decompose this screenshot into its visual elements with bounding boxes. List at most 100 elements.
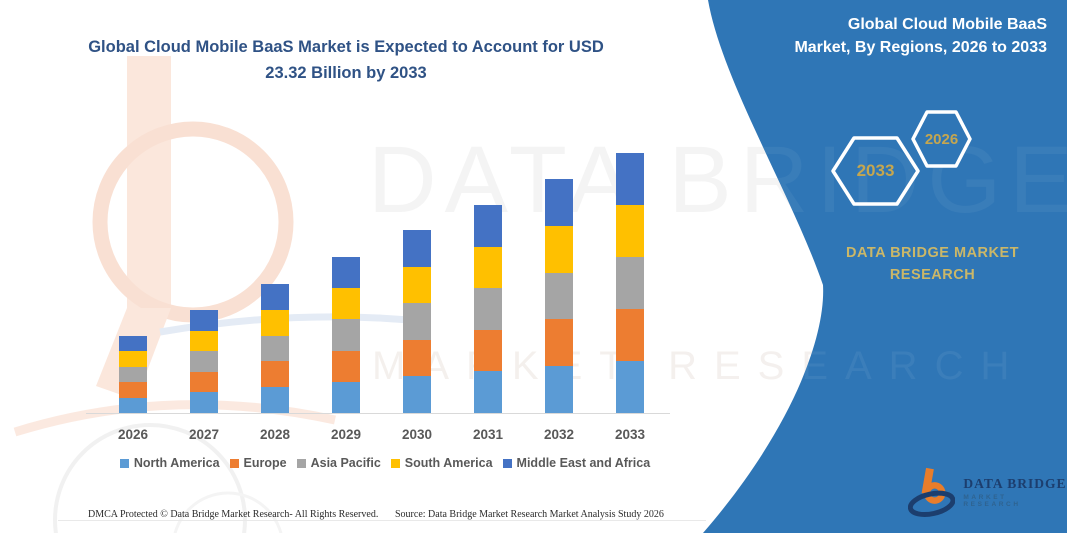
x-axis-label-2030: 2030 <box>401 427 433 442</box>
bar-segment-2031-asia-pacific <box>474 288 502 330</box>
x-axis-label-2031: 2031 <box>472 427 504 442</box>
brand-panel: DATA BRIDGE MARKET RESEARCH Global Cloud… <box>680 0 1067 533</box>
panel-title-line2: Market, By Regions, 2026 to 2033 <box>794 39 1047 56</box>
panel-watermark-market-text: MARKET RESEARCH <box>680 344 1027 388</box>
bar-segment-2026-europe <box>119 382 147 398</box>
chart-title-line1: Global Cloud Mobile BaaS Market is Expec… <box>88 38 604 56</box>
footer-divider <box>58 520 706 521</box>
bar-segment-2026-middle-east-and-africa <box>119 336 147 352</box>
panel-brand-line1: DATA BRIDGE MARKET <box>845 245 1020 261</box>
bar-segment-2033-middle-east-and-africa <box>616 152 644 205</box>
bar-segment-2028-south-america <box>261 309 289 336</box>
panel-title: Global Cloud Mobile BaaS Market, By Regi… <box>717 13 1047 59</box>
hexagon-2033-icon <box>831 136 920 206</box>
bar-2032 <box>545 179 573 413</box>
bar-segment-2027-asia-pacific <box>190 351 218 372</box>
bar-segment-2030-asia-pacific <box>403 303 431 340</box>
x-axis-label-2032: 2032 <box>543 427 575 442</box>
legend-item-north-america: North America <box>119 456 220 470</box>
brand-panel-background <box>703 0 1067 533</box>
bar-segment-2026-asia-pacific <box>119 366 147 383</box>
bar-2027 <box>190 310 218 413</box>
legend-label: Europe <box>243 456 287 470</box>
bar-segment-2032-north-america <box>545 366 573 413</box>
bar-segment-2026-south-america <box>119 351 147 367</box>
legend-swatch-icon <box>229 458 239 468</box>
bar-segment-2033-asia-pacific <box>616 256 644 309</box>
bar-segment-2027-north-america <box>190 392 218 413</box>
hexagon-year-2026: 2026 <box>924 131 959 148</box>
bar-segment-2027-south-america <box>190 330 218 352</box>
x-axis-label-2028: 2028 <box>259 427 291 442</box>
bar-2033 <box>616 152 644 413</box>
bar-segment-2032-middle-east-and-africa <box>545 179 573 226</box>
legend-item-middle-east-and-africa: Middle East and Africa <box>502 456 651 470</box>
footer-copyright: DMCA Protected © Data Bridge Market Rese… <box>88 509 379 520</box>
x-axis-baseline <box>86 413 670 414</box>
panel-watermark-brand-text: DATA BRIDGE <box>680 127 1067 233</box>
bar-segment-2030-south-america <box>403 266 431 304</box>
bar-segment-2028-europe <box>261 361 289 388</box>
bar-segment-2030-middle-east-and-africa <box>403 230 431 267</box>
bar-segment-2029-europe <box>332 350 360 382</box>
x-axis-label-2027: 2027 <box>188 427 220 442</box>
bar-2031 <box>474 205 502 413</box>
legend-item-south-america: South America <box>390 456 493 470</box>
legend-swatch-icon <box>502 458 512 468</box>
bar-segment-2033-north-america <box>616 360 644 413</box>
panel-decor-icons <box>831 110 972 206</box>
panel-title-line1: Global Cloud Mobile BaaS <box>847 16 1047 33</box>
bar-segment-2032-asia-pacific <box>545 272 573 320</box>
bar-segment-2031-south-america <box>474 246 502 289</box>
bar-segment-2028-north-america <box>261 387 289 413</box>
bar-segment-2030-north-america <box>403 376 431 413</box>
bar-segment-2029-asia-pacific <box>332 319 360 351</box>
chart-title: Global Cloud Mobile BaaS Market is Expec… <box>56 34 636 86</box>
x-axis-label-2029: 2029 <box>330 427 362 442</box>
bar-segment-2027-europe <box>190 371 218 393</box>
legend-item-europe: Europe <box>229 456 287 470</box>
bar-segment-2026-north-america <box>119 397 147 413</box>
legend-label: South America <box>404 456 493 470</box>
bar-2029 <box>332 257 360 413</box>
bar-segment-2028-asia-pacific <box>261 335 289 362</box>
chart-legend: North America Europe Asia Pacific South Ame… <box>40 456 730 470</box>
legend-label: Middle East and Africa <box>516 456 651 470</box>
hexagon-2026-icon <box>911 110 972 168</box>
x-axis-label-2033: 2033 <box>614 427 646 442</box>
bar-segment-2029-north-america <box>332 381 360 413</box>
bar-segment-2029-middle-east-and-africa <box>332 257 360 289</box>
bar-segment-2028-middle-east-and-africa <box>261 284 289 310</box>
bar-2030 <box>403 230 431 413</box>
bar-2026 <box>119 336 147 413</box>
panel-brand-name: DATA BRIDGE MARKET RESEARCH <box>815 242 1050 286</box>
hexagon-year-2033: 2033 <box>856 161 895 180</box>
bar-segment-2027-middle-east-and-africa <box>190 310 218 331</box>
bar-segment-2033-south-america <box>616 204 644 257</box>
legend-swatch-icon <box>390 458 400 468</box>
bar-segment-2032-south-america <box>545 225 573 273</box>
legend-swatch-icon <box>119 458 129 468</box>
bar-segment-2032-europe <box>545 319 573 367</box>
bar-segment-2031-middle-east-and-africa <box>474 205 502 247</box>
dbmr-logo: DATA BRIDGE MARKET RESEARCH <box>908 466 1067 518</box>
bar-segment-2029-south-america <box>332 288 360 320</box>
legend-label: North America <box>133 456 220 470</box>
bar-2028 <box>261 284 289 413</box>
footer-source: Source: Data Bridge Market Research Mark… <box>395 509 664 520</box>
panel-brand-line2: RESEARCH <box>889 267 976 283</box>
legend-swatch-icon <box>296 458 306 468</box>
dbmr-logo-title: DATA BRIDGE <box>963 476 1067 491</box>
bar-segment-2030-europe <box>403 339 431 377</box>
bar-segment-2031-europe <box>474 329 502 372</box>
dbmr-logo-b-icon <box>908 467 956 517</box>
bar-segment-2031-north-america <box>474 371 502 413</box>
dbmr-logo-subtitle: MARKET RESEARCH <box>963 494 1021 508</box>
legend-item-asia-pacific: Asia Pacific <box>296 456 381 470</box>
bar-segment-2033-europe <box>616 308 644 361</box>
legend-label: Asia Pacific <box>310 456 381 470</box>
x-axis-label-2026: 2026 <box>117 427 149 442</box>
